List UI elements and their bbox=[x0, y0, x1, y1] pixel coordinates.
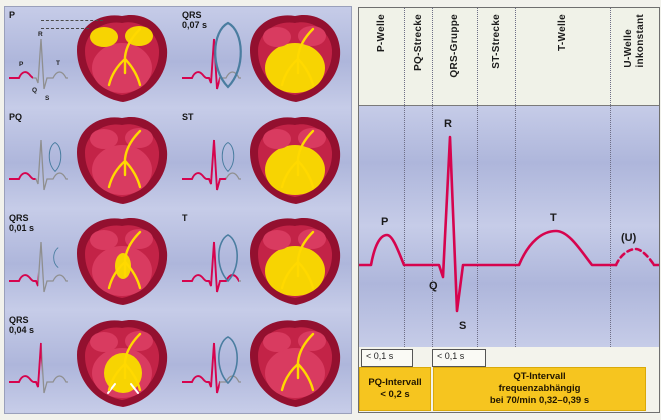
column-separator bbox=[404, 8, 405, 347]
column-label: T-Welle bbox=[557, 14, 568, 51]
ecg-chart-background bbox=[359, 105, 659, 347]
stage-label: QRS 0,04 s bbox=[9, 315, 34, 336]
wave-label-s: S bbox=[459, 320, 466, 332]
heart-illustration bbox=[243, 11, 347, 105]
mini-ecg-trace bbox=[180, 127, 242, 205]
mini-ecg-trace bbox=[7, 127, 69, 205]
wave-label-q: Q bbox=[429, 280, 438, 292]
header-divider-line bbox=[359, 105, 659, 106]
wave-label-t: T bbox=[550, 212, 557, 224]
stage-name: P bbox=[9, 10, 16, 20]
column-header-u-welle: U-Welle inkonstant bbox=[610, 8, 659, 105]
column-label-line2: inkonstant bbox=[635, 14, 646, 68]
heart-illustration bbox=[70, 316, 174, 410]
cell-p-wave: P P R Q S T bbox=[5, 7, 178, 109]
vector-loop bbox=[33, 17, 77, 93]
column-label: QRS-Gruppe bbox=[449, 14, 460, 78]
pq-interval-box: PQ-Intervall < 0,2 s bbox=[359, 367, 431, 411]
stage-name: QRS bbox=[182, 10, 202, 20]
svg-text:P: P bbox=[19, 61, 24, 68]
ecg-intervals-panel: P-Welle PQ-Strecke QRS-Gruppe ST-Strecke… bbox=[358, 7, 660, 413]
stage-name: T bbox=[182, 213, 188, 223]
cell-rest-state bbox=[178, 312, 351, 414]
column-header-st-strecke: ST-Strecke bbox=[477, 8, 515, 105]
mini-ecg-trace bbox=[180, 229, 242, 307]
p-wave-duration-box: < 0,1 s bbox=[361, 349, 413, 367]
pq-interval-title: PQ-Intervall bbox=[368, 377, 422, 389]
connector-dash-line bbox=[41, 28, 89, 29]
cell-pq: PQ bbox=[5, 109, 178, 211]
column-separator bbox=[477, 8, 478, 347]
connector-dash-line bbox=[41, 20, 103, 21]
column-separator bbox=[610, 8, 611, 347]
qt-interval-title: QT-Intervall bbox=[513, 371, 566, 383]
ecg-waveform: P R Q S T (U) bbox=[359, 118, 659, 332]
heart-illustration bbox=[70, 11, 174, 105]
stage-label: ST bbox=[182, 112, 194, 122]
stage-label: PQ bbox=[9, 112, 22, 122]
stage-name: QRS bbox=[9, 314, 29, 325]
cell-st: ST bbox=[178, 109, 351, 211]
mini-ecg-trace: P R Q S T bbox=[7, 26, 69, 104]
stage-duration: 0,07 s bbox=[182, 20, 208, 31]
heart-illustration bbox=[243, 214, 347, 308]
column-separator bbox=[432, 8, 433, 347]
cell-qrs-007s: QRS 0,07 s bbox=[178, 7, 351, 109]
heart-illustration bbox=[70, 214, 174, 308]
vector-loop bbox=[206, 17, 250, 93]
qt-interval-line3: bei 70/min 0,32–0,39 s bbox=[489, 394, 590, 406]
interval-header-row: P-Welle PQ-Strecke QRS-Gruppe ST-Strecke… bbox=[359, 8, 659, 105]
qt-interval-box: QT-Intervall frequenzabhängig bei 70/min… bbox=[433, 367, 646, 411]
heart-illustration bbox=[243, 316, 347, 410]
heart-illustration bbox=[243, 113, 347, 207]
cell-qrs-004s: QRS 0,04 s bbox=[5, 312, 178, 414]
heart-illustration bbox=[70, 113, 174, 207]
wave-label-r: R bbox=[444, 118, 452, 130]
stage-name: ST bbox=[182, 111, 194, 122]
pq-interval-value: < 0,2 s bbox=[380, 389, 410, 400]
wave-label-p: P bbox=[381, 216, 388, 228]
svg-text:S: S bbox=[45, 95, 50, 102]
mini-ecg-trace bbox=[180, 330, 242, 408]
vector-loop bbox=[206, 220, 250, 296]
vector-loop bbox=[33, 220, 77, 296]
column-header-p-welle: P-Welle bbox=[359, 8, 404, 105]
stage-label: QRS 0,01 s bbox=[9, 213, 34, 234]
mini-ecg-trace bbox=[7, 229, 69, 307]
vector-loop bbox=[206, 119, 250, 195]
vector-loop bbox=[33, 119, 77, 195]
stage-label: P bbox=[9, 10, 15, 20]
stage-duration: 0,01 s bbox=[9, 223, 35, 234]
vector-loop bbox=[206, 322, 250, 398]
stage-label: QRS 0,07 s bbox=[182, 10, 207, 31]
qrs-duration-box: < 0,1 s bbox=[432, 349, 486, 367]
mini-ecg-trace bbox=[180, 26, 242, 104]
column-header-qrs-gruppe: QRS-Gruppe bbox=[432, 8, 477, 105]
column-label: PQ-Strecke bbox=[412, 14, 424, 71]
stage-label: T bbox=[182, 213, 188, 223]
stage-duration: 0,04 s bbox=[9, 324, 35, 335]
svg-text:T: T bbox=[56, 60, 60, 67]
wave-label-u: (U) bbox=[621, 232, 637, 244]
column-header-pq-strecke: PQ-Strecke bbox=[404, 8, 432, 105]
stage-name: QRS bbox=[9, 213, 29, 223]
column-header-t-welle: T-Welle bbox=[515, 8, 610, 105]
column-label: P-Welle bbox=[376, 14, 387, 53]
column-label-wrap: U-Welle inkonstant bbox=[623, 14, 646, 68]
qt-interval-line2: frequenzabhängig bbox=[498, 383, 581, 395]
stage-name: PQ bbox=[9, 111, 23, 122]
column-separator bbox=[515, 8, 516, 347]
cell-t-wave: T bbox=[178, 210, 351, 312]
vector-loop bbox=[33, 322, 77, 398]
mini-ecg-trace bbox=[7, 330, 69, 408]
cell-qrs-001s: QRS 0,01 s bbox=[5, 210, 178, 312]
column-label: U-Welle bbox=[623, 28, 634, 68]
svg-text:Q: Q bbox=[32, 87, 37, 94]
column-label: ST-Strecke bbox=[490, 14, 502, 69]
svg-text:R: R bbox=[38, 31, 43, 38]
